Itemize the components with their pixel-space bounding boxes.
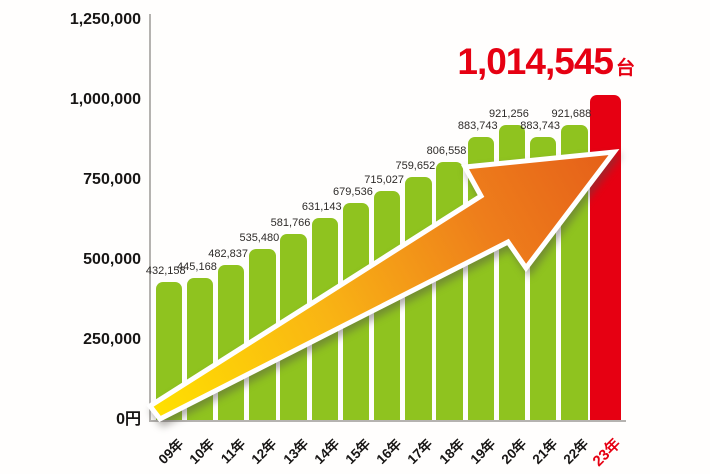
bar-21年 bbox=[529, 137, 557, 420]
y-axis-label-0円: 0円 bbox=[116, 411, 141, 428]
bar-18年 bbox=[436, 162, 463, 420]
bar-value-label-10年: 445,168 bbox=[177, 261, 217, 273]
bar-value-label-20年: 921,256 bbox=[489, 108, 529, 120]
bar-09年 bbox=[155, 282, 182, 420]
y-axis-label-1,250,000: 1,250,000 bbox=[69, 11, 141, 28]
bar-value-label-17年: 759,652 bbox=[395, 160, 436, 172]
bar-16年 bbox=[373, 191, 401, 420]
bar-19年 bbox=[467, 137, 494, 420]
x-axis-line bbox=[149, 420, 626, 422]
bar-value-label-13年: 581,766 bbox=[270, 217, 311, 229]
bar-10年 bbox=[186, 278, 214, 420]
y-axis-label-250,000: 250,000 bbox=[83, 331, 141, 348]
bar-23年 bbox=[590, 95, 621, 420]
bar-value-label-21年: 883,743 bbox=[520, 120, 561, 132]
bar-value-label-12年: 535,480 bbox=[239, 232, 280, 244]
bar-value-label-11年: 482,837 bbox=[208, 248, 249, 260]
bar-value-label-15年: 679,536 bbox=[333, 186, 373, 198]
bar-13年 bbox=[280, 234, 307, 420]
y-axis-label-500,000: 500,000 bbox=[83, 251, 141, 268]
bar-15年 bbox=[342, 203, 370, 420]
y-axis-label-750,000: 750,000 bbox=[83, 171, 141, 188]
bar-12年 bbox=[249, 249, 276, 420]
y-axis-line bbox=[149, 14, 151, 421]
bar-value-label-14年: 631,143 bbox=[301, 201, 342, 213]
bar-value-label-19年: 883,743 bbox=[457, 120, 498, 132]
bar-20年 bbox=[498, 125, 526, 420]
bar-22年 bbox=[561, 125, 588, 420]
bar-11年 bbox=[217, 265, 245, 420]
bar-value-label-18年: 806,558 bbox=[426, 145, 467, 157]
highlight-annotation: 1,014,545 台 bbox=[430, 42, 635, 89]
bar-value-label-22年: 921,688 bbox=[551, 108, 592, 120]
highlight-value: 1,014,545 bbox=[457, 41, 614, 82]
bar-17年 bbox=[405, 177, 432, 420]
y-axis-label-1,000,000: 1,000,000 bbox=[69, 91, 141, 108]
bar-value-label-16年: 715,027 bbox=[364, 174, 405, 186]
bar-14年 bbox=[311, 218, 338, 420]
highlight-unit: 台 bbox=[615, 58, 635, 79]
